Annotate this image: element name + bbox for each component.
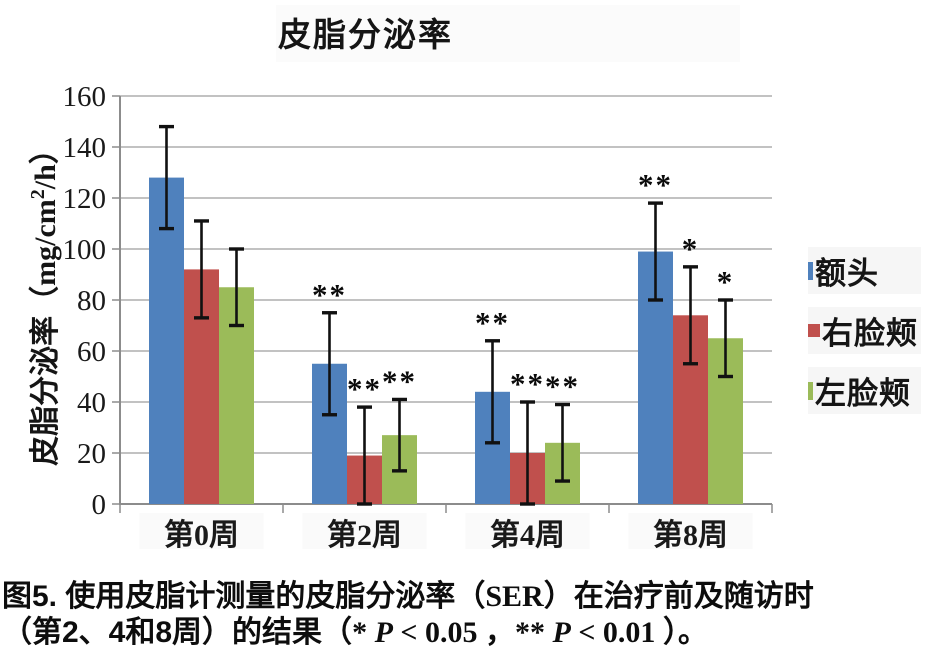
caption-text: P xyxy=(552,616,571,649)
legend-swatch-icon xyxy=(808,261,813,280)
y-tick-label: 60 xyxy=(77,336,106,368)
x-tick-label: 第8周 xyxy=(653,518,728,552)
caption-text: * xyxy=(352,616,375,649)
y-tick-label: 0 xyxy=(92,489,107,521)
chart-title: 皮脂分泌率 xyxy=(278,16,453,53)
legend-swatch-icon xyxy=(808,381,813,400)
x-tick-label: 第4周 xyxy=(490,518,565,552)
legend-item-左脸颊: 左脸颊 xyxy=(808,367,921,414)
caption-text: （第2、4和8周）的结果（ xyxy=(2,616,353,649)
caption-text: ** xyxy=(515,616,553,649)
title-backdrop xyxy=(276,5,740,62)
significance-marker: ** xyxy=(510,366,545,401)
y-tick-label: 40 xyxy=(77,387,106,419)
y-tick-label: 140 xyxy=(63,132,107,164)
caption-text: 图5. 使用皮脂计测量的皮脂分泌率（ xyxy=(2,580,486,613)
chart-legend: 额头右脸颊左脸颊 xyxy=(808,247,921,414)
significance-marker: * xyxy=(682,231,700,266)
caption-text: ）。 xyxy=(662,616,708,649)
bar-额头-第0周 xyxy=(149,177,184,504)
y-tick-label: 120 xyxy=(63,183,107,215)
caption-line-1: 图5. 使用皮脂计测量的皮脂分泌率（SER）在治疗前及随访时 xyxy=(2,579,942,615)
y-tick-label: 20 xyxy=(77,438,106,470)
legend-label: 左脸颊 xyxy=(815,376,911,411)
figure-caption: 图5. 使用皮脂计测量的皮脂分泌率（SER）在治疗前及随访时 （第2、4和8周）的… xyxy=(2,579,942,651)
caption-text: ）在治疗前及随访时 xyxy=(543,580,814,613)
legend-label: 右脸颊 xyxy=(822,316,918,351)
y-tick-label: 80 xyxy=(77,285,106,317)
caption-text: P xyxy=(374,616,393,649)
x-tick-label: 第2周 xyxy=(327,518,402,552)
y-tick-label: 160 xyxy=(63,81,107,113)
legend-label: 额头 xyxy=(815,256,879,291)
caption-line-2: （第2、4和8周）的结果（* P < 0.05 ，** P < 0.01 ）。 xyxy=(2,615,942,651)
x-label-backdrop xyxy=(302,513,427,549)
legend-item-右脸颊: 右脸颊 xyxy=(808,307,921,354)
significance-marker: ** xyxy=(638,167,673,202)
significance-marker: ** xyxy=(382,363,417,398)
significance-marker: ** xyxy=(545,369,580,404)
bar-chart: 第0周 第2周 第4周 第8周020406080100120140160*******… xyxy=(63,81,773,552)
caption-text: ， xyxy=(485,616,515,649)
significance-marker: ** xyxy=(475,305,510,340)
x-tick-label: 第0周 xyxy=(164,518,239,552)
caption-text: < 0.05 xyxy=(392,616,485,649)
significance-marker: ** xyxy=(347,371,382,406)
x-label-backdrop xyxy=(139,513,264,549)
caption-text: SER xyxy=(485,580,544,613)
legend-item-额头: 额头 xyxy=(808,247,921,294)
x-label-backdrop xyxy=(628,513,753,549)
significance-marker: ** xyxy=(312,277,347,312)
caption-text: < 0.01 xyxy=(570,616,663,649)
significance-marker: * xyxy=(717,264,735,299)
legend-swatch-icon xyxy=(808,324,820,337)
x-label-backdrop xyxy=(465,513,590,549)
y-tick-label: 100 xyxy=(63,234,107,266)
